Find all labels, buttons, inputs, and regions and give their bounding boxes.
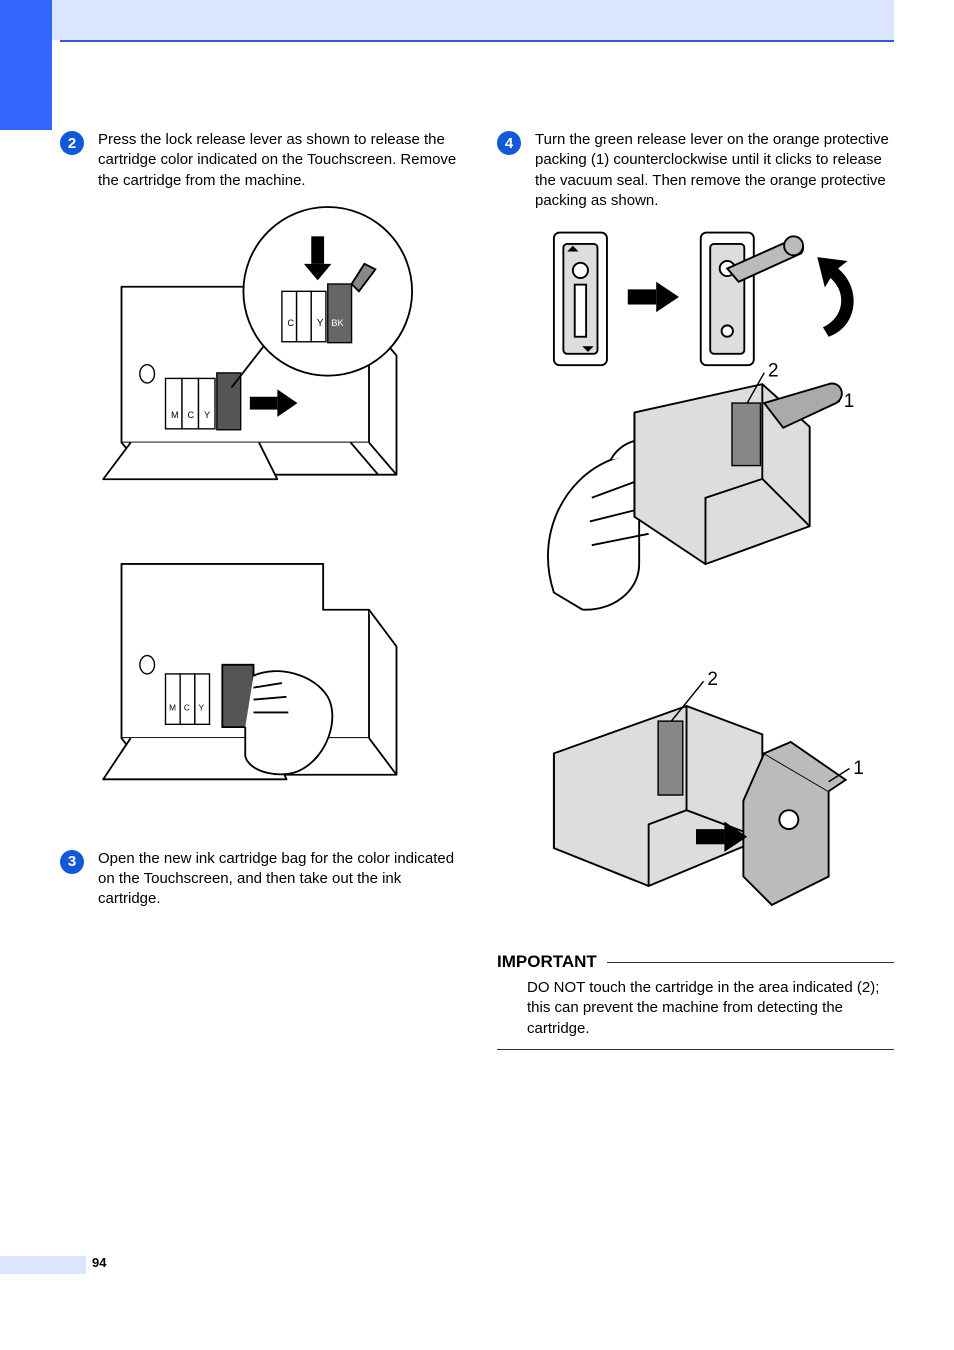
page-number: 94	[92, 1255, 106, 1270]
side-tab	[0, 0, 52, 130]
slot-y-label: Y	[204, 410, 210, 420]
step-number-icon: 2	[60, 131, 84, 155]
callout-1-label: 1	[843, 391, 854, 412]
figure-turn-lever: 2 1	[497, 223, 894, 621]
right-column: 4 Turn the green release lever on the or…	[497, 130, 894, 1240]
header-rule	[60, 40, 894, 42]
figure-remove-cartridge: M C Y	[60, 536, 457, 821]
svg-text:C: C	[287, 318, 294, 328]
figure-release-lever: M C Y	[60, 203, 457, 508]
manual-page: 2 Press the lock release lever as shown …	[0, 0, 954, 1350]
page-number-band	[0, 1256, 86, 1274]
svg-text:BK: BK	[331, 318, 343, 328]
callout-2-label: 2	[768, 361, 779, 382]
important-rule-top	[607, 962, 894, 963]
slot-m-label: M	[171, 410, 179, 420]
svg-text:M: M	[169, 703, 176, 712]
header-band	[52, 0, 894, 40]
important-body: DO NOT touch the cartridge in the area i…	[497, 972, 894, 1049]
callout-1b-label: 1	[853, 758, 864, 779]
step-number-icon: 3	[60, 850, 84, 874]
step-4-text: Turn the green release lever on the oran…	[535, 130, 894, 211]
step-4: 4 Turn the green release lever on the or…	[497, 130, 894, 211]
step-2: 2 Press the lock release lever as shown …	[60, 130, 457, 191]
slot-c-label: C	[187, 410, 194, 420]
step-number-icon: 4	[497, 131, 521, 155]
important-title: IMPORTANT	[497, 952, 597, 972]
svg-text:Y: Y	[198, 703, 204, 712]
svg-text:Y: Y	[316, 318, 323, 329]
callout-2b-label: 2	[707, 669, 718, 690]
step-3-text: Open the new ink cartridge bag for the c…	[98, 849, 457, 910]
step-2-text: Press the lock release lever as shown to…	[98, 130, 457, 191]
left-column: 2 Press the lock release lever as shown …	[60, 130, 457, 1240]
step-3: 3 Open the new ink cartridge bag for the…	[60, 849, 457, 910]
content-columns: 2 Press the lock release lever as shown …	[60, 130, 894, 1240]
important-rule-bottom	[497, 1049, 894, 1050]
svg-text:C: C	[183, 703, 189, 712]
important-callout: IMPORTANT DO NOT touch the cartridge in …	[497, 952, 894, 1050]
figure-remove-packing: 2 1	[497, 649, 894, 924]
